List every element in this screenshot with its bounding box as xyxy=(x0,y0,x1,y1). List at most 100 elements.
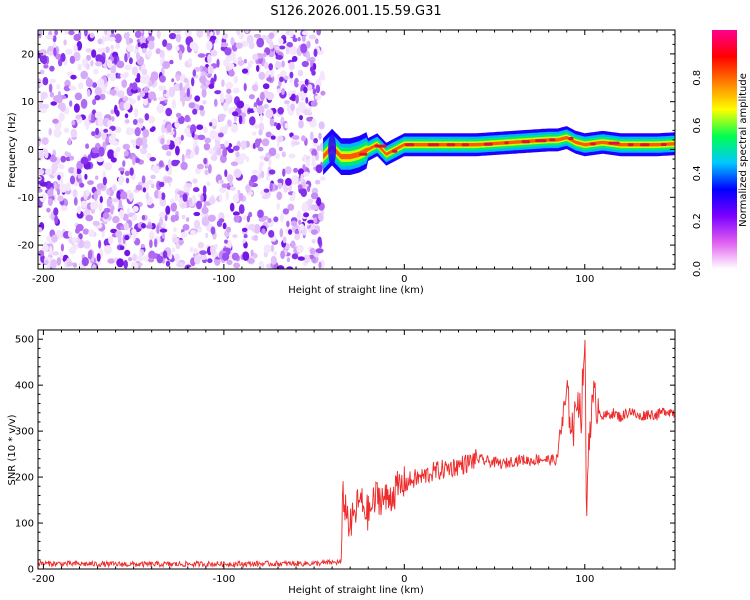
heatmap-cell xyxy=(230,123,238,133)
heatmap-cell xyxy=(311,155,316,163)
heatmap-cell xyxy=(94,86,102,96)
heatmap-cell xyxy=(238,115,243,125)
heatmap-cell xyxy=(281,151,286,158)
heatmap-cell xyxy=(291,135,300,140)
heatmap-cell xyxy=(166,124,172,133)
heatmap-cell xyxy=(230,37,235,46)
heatmap-cell xyxy=(303,108,310,116)
heatmap-cell xyxy=(219,179,224,184)
x-tick-label: -200 xyxy=(32,274,55,285)
heatmap-cell xyxy=(194,145,199,156)
heatmap-cell xyxy=(318,213,324,221)
heatmap-cell xyxy=(53,207,59,216)
heatmap-cell xyxy=(68,85,76,90)
heatmap-cell xyxy=(72,262,78,268)
heatmap-cell xyxy=(315,248,324,254)
heatmap-cell xyxy=(180,203,188,208)
heatmap-cell xyxy=(173,30,182,34)
heatmap-cell xyxy=(298,219,302,225)
heatmap-cell xyxy=(280,250,285,259)
heatmap-cell xyxy=(292,37,298,42)
heatmap-cell xyxy=(106,59,113,69)
heatmap-cell xyxy=(133,108,139,118)
heatmap-cell xyxy=(174,159,180,165)
heatmap-cell xyxy=(175,242,181,250)
heatmap-cell xyxy=(112,51,119,58)
heatmap-cell xyxy=(285,177,292,186)
heatmap-cell xyxy=(120,73,124,79)
heatmap-cell xyxy=(112,215,120,224)
heatmap-cell xyxy=(199,250,208,256)
heatmap-cell xyxy=(118,176,125,184)
heatmap-cell xyxy=(203,143,211,151)
heatmap-cell xyxy=(103,207,111,214)
heatmap-cell xyxy=(230,51,236,59)
heatmap-cell xyxy=(229,186,236,191)
heatmap-cell xyxy=(311,161,317,167)
heatmap-cell xyxy=(86,189,90,197)
heatmap-cell xyxy=(182,96,191,102)
heatmap-cell xyxy=(206,181,211,187)
heatmap-cell xyxy=(95,54,103,63)
heatmap-cell xyxy=(51,251,60,256)
heatmap-cell xyxy=(226,226,232,233)
heatmap-cell xyxy=(69,175,76,185)
heatmap-cell xyxy=(182,193,188,202)
heatmap-cell xyxy=(66,182,71,192)
heatmap-cell xyxy=(268,158,272,166)
heatmap-cell xyxy=(251,84,259,92)
heatmap-cell xyxy=(151,165,160,173)
heatmap-cell xyxy=(203,126,208,134)
heatmap-cell xyxy=(177,190,185,195)
heatmap-cell xyxy=(48,83,53,93)
heatmap-cell xyxy=(129,167,134,176)
heatmap-cell xyxy=(68,246,77,255)
heatmap-cell xyxy=(171,99,177,110)
heatmap-cell xyxy=(83,209,89,217)
heatmap-cell xyxy=(124,53,128,63)
heatmap-cell xyxy=(167,159,172,169)
heatmap-cell xyxy=(151,126,156,132)
heatmap-cell xyxy=(132,119,138,125)
heatmap-cell xyxy=(75,114,82,120)
heatmap-cell xyxy=(291,220,297,227)
snr-x-label: Height of straight line (km) xyxy=(288,585,424,596)
heatmap-cell xyxy=(39,49,47,56)
heatmap-cell xyxy=(104,30,108,36)
heatmap-cell xyxy=(306,159,310,168)
heatmap-cell xyxy=(312,88,317,95)
heatmap-cell xyxy=(83,240,91,249)
heatmap-cell xyxy=(305,97,309,104)
spectrogram-y-axis: -20 -10 0 10 20 xyxy=(18,34,675,265)
heatmap-cell xyxy=(145,224,153,229)
heatmap-cell xyxy=(210,226,216,235)
heatmap-cell xyxy=(99,196,104,203)
heatmap-cell xyxy=(221,79,225,87)
heatmap-cell xyxy=(124,119,130,124)
heatmap-cell xyxy=(275,46,280,51)
heatmap-cell xyxy=(218,218,225,223)
heatmap-cell xyxy=(218,193,223,203)
heatmap-cell xyxy=(201,216,210,227)
heatmap-cell xyxy=(93,68,99,75)
heatmap-cell xyxy=(209,122,213,127)
y-tick-label: -10 xyxy=(18,193,34,204)
x-tick-label: 0 xyxy=(401,274,407,285)
heatmap-cell xyxy=(272,108,277,114)
signal-track xyxy=(323,126,675,175)
heatmap-cell xyxy=(73,33,81,42)
heatmap-cell xyxy=(307,84,313,91)
heatmap-cell xyxy=(97,78,105,88)
heatmap-cell xyxy=(127,257,133,262)
heatmap-cell xyxy=(150,174,156,180)
heatmap-cell xyxy=(148,80,153,87)
heatmap-cell xyxy=(162,61,171,69)
heatmap-cell xyxy=(148,231,155,240)
heatmap-cell xyxy=(138,250,142,261)
heatmap-cell xyxy=(68,137,72,146)
heatmap-cell xyxy=(186,183,193,188)
heatmap-cell xyxy=(122,73,128,79)
heatmap-cell xyxy=(70,74,77,80)
snr-frame xyxy=(37,329,676,570)
heatmap-cell xyxy=(141,47,147,54)
